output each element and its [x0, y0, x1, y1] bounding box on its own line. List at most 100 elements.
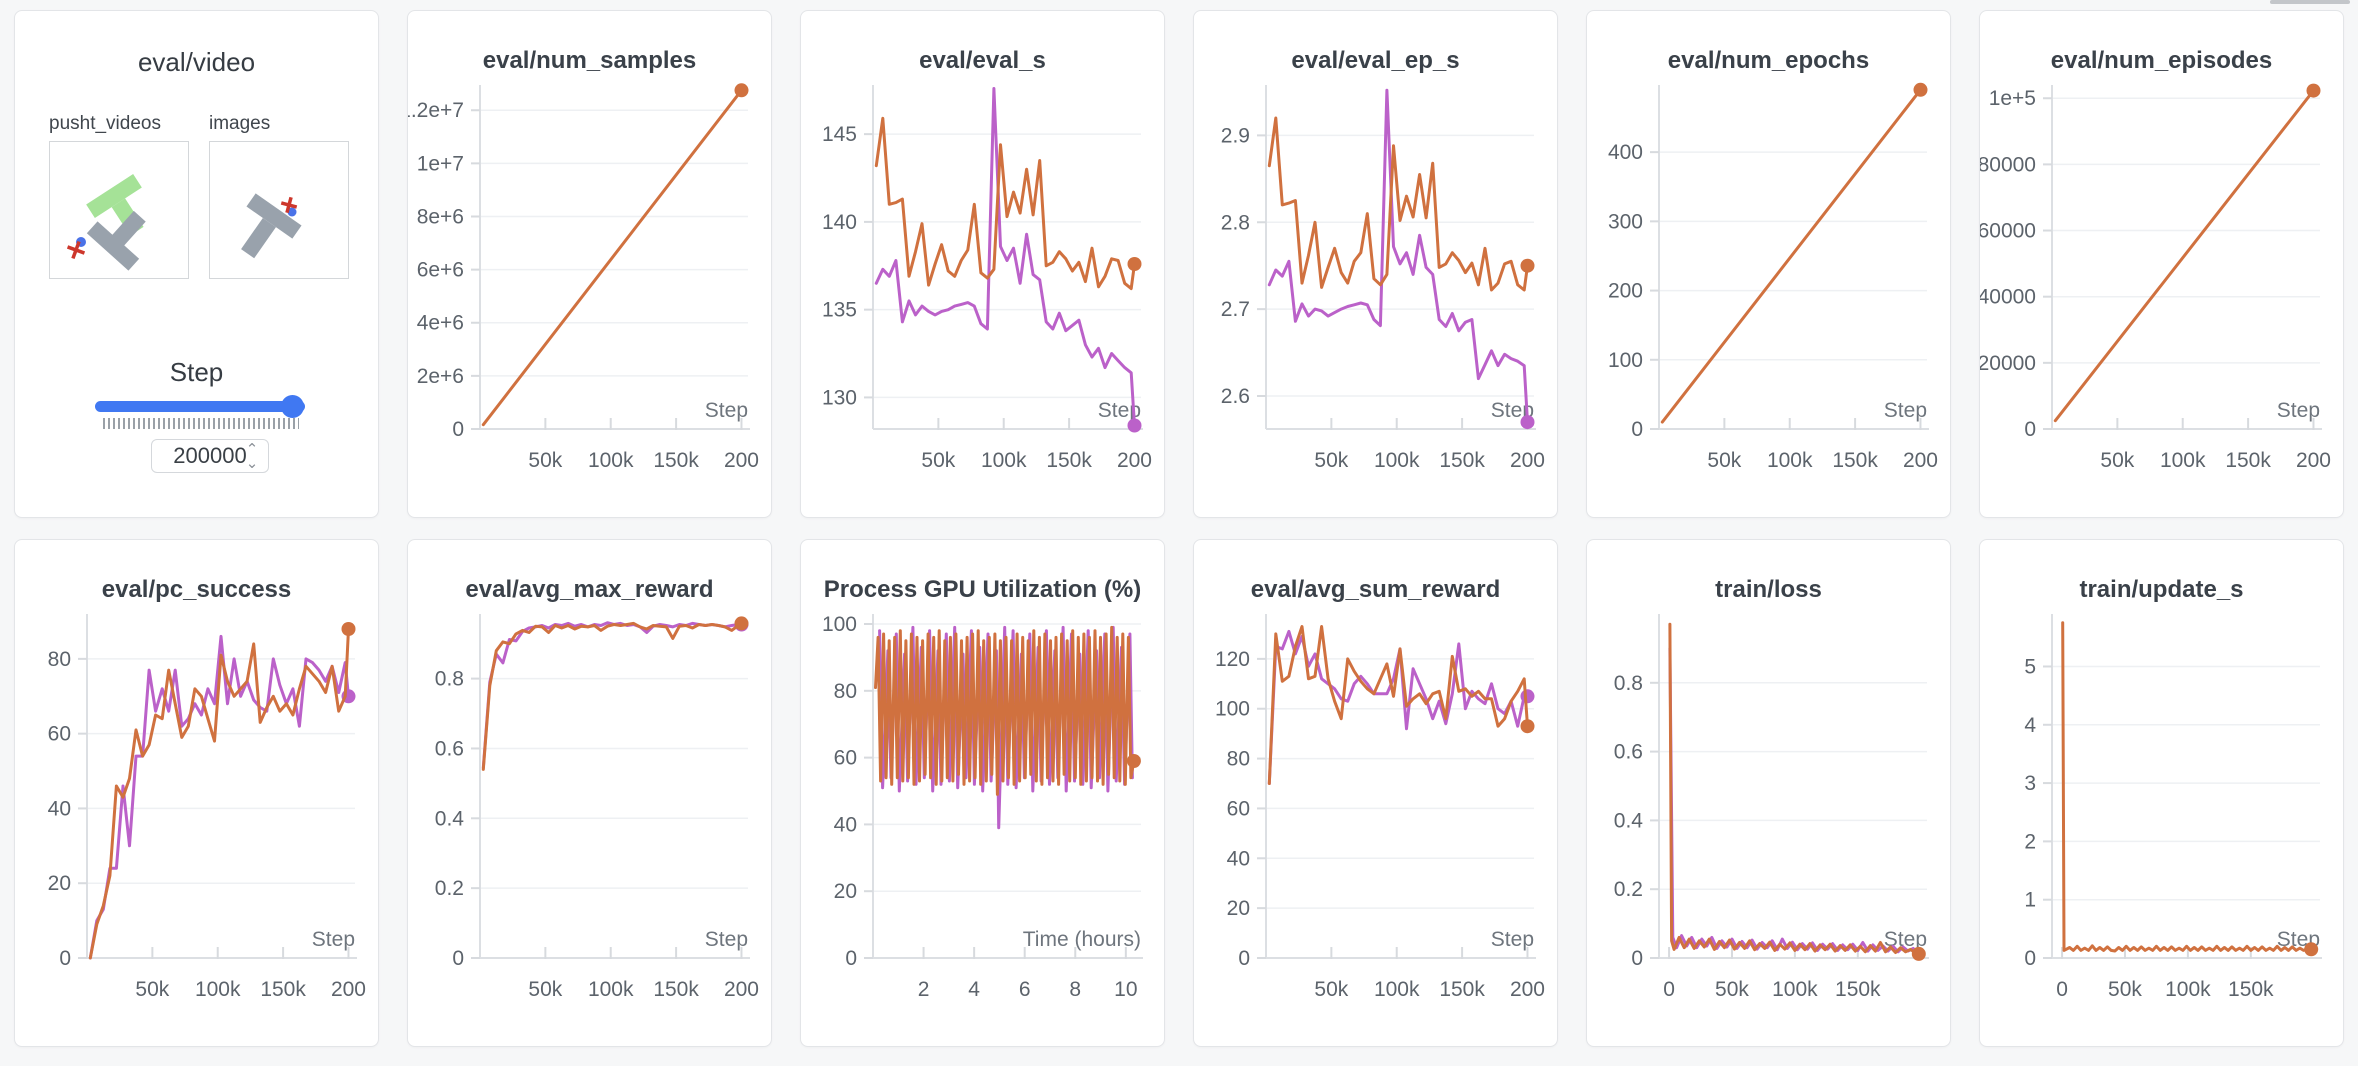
x-tick-label: 200	[1903, 449, 1938, 472]
y-tick-label: 80000	[1980, 153, 2036, 176]
stepper-up-icon[interactable]: ⌃	[245, 441, 259, 458]
x-tick-label: 200	[331, 978, 366, 1001]
x-tick-label: 150k	[1832, 449, 1878, 472]
y-tick-label: 80	[1227, 748, 1250, 771]
y-tick-label: 6e+6	[417, 259, 464, 282]
x-axis-name: Step	[312, 928, 355, 951]
series-line-orange	[481, 621, 743, 771]
series-end-dot-orange	[1911, 946, 1926, 961]
x-axis-name: Step	[1098, 399, 1141, 422]
y-tick-label: 100	[1608, 349, 1643, 372]
x-tick-label: 200	[724, 449, 759, 472]
series-end-dot-purple	[1127, 418, 1142, 433]
y-tick-label: 130	[822, 386, 857, 409]
y-tick-label: 0	[2024, 947, 2036, 970]
pusht-image-icon	[241, 193, 302, 259]
y-tick-label: 40000	[1980, 286, 2036, 309]
video-thumbnail-images[interactable]	[209, 141, 349, 279]
series-line-purple	[874, 87, 1136, 427]
x-axis-name: Step	[1491, 928, 1534, 951]
x-axis-name: Step	[705, 928, 748, 951]
x-tick-label: 8	[1069, 978, 1081, 1001]
chart-plot-area[interactable]: 0 20000 40000 60000 80000 1e+5 50k 100k 150k 200 S…	[1980, 77, 2344, 507]
x-tick-label: 150k	[2225, 449, 2271, 472]
y-tick-label: 40	[834, 813, 857, 836]
series-line-orange	[1267, 116, 1529, 292]
x-axis-name: Step	[1884, 928, 1927, 951]
series-line-purple	[481, 621, 743, 770]
y-tick-label: 40	[48, 797, 71, 820]
y-tick-label: 0.2	[435, 877, 464, 900]
x-tick-label: 100k	[588, 978, 634, 1001]
x-tick-label: 100k	[981, 449, 1027, 472]
chart-plot-area[interactable]: 0 20 40 60 80 100 2 4 6 8 10 Time (hours)	[801, 606, 1165, 1036]
y-tick-label: 0.4	[435, 807, 465, 830]
x-tick-label: 100k	[1767, 449, 1813, 472]
x-tick-label: 100k	[1374, 449, 1420, 472]
x-tick-label: 100k	[2165, 978, 2211, 1001]
x-tick-label: 50k	[1707, 449, 1741, 472]
chart-plot-area[interactable]: 0 100 200 300 400 50k 100k 150k 200 Step	[1587, 77, 1951, 507]
media-panel-eval-video: eval/video pusht_videos images	[14, 10, 379, 518]
video-thumbnail-pusht[interactable]	[49, 141, 189, 279]
y-tick-label: 0.2	[1614, 878, 1643, 901]
x-axis-name: Step	[1491, 399, 1534, 422]
chart-plot-area[interactable]: 0 2e+6 4e+6 6e+6 8e+6 1e+7 1.2e+7 50k 100k 150k 20…	[408, 77, 772, 507]
horizontal-scrollbar-thumb[interactable]	[2270, 0, 2350, 4]
x-tick-label: 10	[1114, 978, 1137, 1001]
chart-title: eval/num_episodes	[2050, 47, 2273, 74]
x-tick-label: 0	[1663, 978, 1675, 1001]
y-tick-label: 0.8	[1614, 672, 1643, 695]
y-tick-label: 0	[2024, 418, 2036, 441]
y-tick-label: 5	[2024, 655, 2036, 678]
x-tick-label: 6	[1019, 978, 1031, 1001]
chart-title: eval/avg_max_reward	[465, 576, 714, 603]
y-tick-label: 140	[822, 211, 857, 234]
series-end-dot-orange	[341, 622, 356, 636]
y-tick-label: 20	[1227, 897, 1250, 920]
x-tick-label: 200	[724, 978, 759, 1001]
y-tick-label: 1e+7	[417, 152, 464, 175]
chart-title: eval/num_epochs	[1667, 47, 1870, 74]
chart-title: train/update_s	[2079, 576, 2244, 603]
series-end-dot-orange	[1520, 719, 1535, 734]
series-line-orange	[874, 116, 1136, 291]
chart-plot-area[interactable]: 2.6 2.7 2.8 2.9 50k 100k 150k 200 Step	[1194, 77, 1558, 507]
y-tick-label: 400	[1608, 141, 1643, 164]
chart-plot-area[interactable]: 0 20 40 60 80 100 120 50k 100k 150k 200 Step	[1194, 606, 1558, 1036]
series-line-purple	[1267, 88, 1529, 424]
media-panel-title: eval/video	[137, 47, 256, 77]
y-tick-label: 2.6	[1221, 385, 1250, 408]
y-tick-label: 2.7	[1221, 298, 1250, 321]
step-stepper[interactable]: ⌃ ⌄	[245, 441, 259, 472]
chart-panel-eval-eval-s: eval/eval_s 130 135 140 145 50k 100k 150k 200 Ste…	[800, 10, 1165, 518]
chart-plot-area[interactable]: 130 135 140 145 50k 100k 150k 200 Step	[801, 77, 1165, 507]
y-tick-label: 0.8	[435, 668, 464, 691]
y-tick-label: 1.2e+7	[408, 99, 464, 122]
x-tick-label: 100k	[1772, 978, 1818, 1001]
x-tick-label: 100k	[2160, 449, 2206, 472]
media-label-images: images	[209, 113, 271, 134]
stepper-down-icon[interactable]: ⌄	[245, 455, 259, 472]
x-tick-label: 150k	[2228, 978, 2274, 1001]
chart-plot-area[interactable]: 0 0.2 0.4 0.6 0.8 0 50k 100k 150k Step	[1587, 606, 1951, 1036]
chart-plot-area[interactable]: 0 20 40 60 80 50k 100k 150k 200 Step	[15, 606, 379, 1036]
y-tick-label: 0	[452, 947, 464, 970]
chart-title: train/loss	[1715, 576, 1822, 603]
chart-title: Process GPU Utilization (%)	[823, 576, 1142, 603]
chart-plot-area[interactable]: 0 0.2 0.4 0.6 0.8 50k 100k 150k 200 Step	[408, 606, 772, 1036]
y-tick-label: 300	[1608, 210, 1643, 233]
y-tick-label: 20	[48, 872, 71, 895]
step-number-input[interactable]: 200000 ⌃ ⌄	[151, 439, 269, 473]
series-end-dot-purple	[1520, 689, 1535, 704]
series-line-orange	[1267, 625, 1529, 785]
y-tick-label: 40	[1227, 847, 1250, 870]
step-slider-track[interactable]	[95, 401, 305, 412]
y-tick-label: 2e+6	[417, 365, 464, 388]
x-tick-label: 150k	[260, 978, 306, 1001]
step-slider-handle[interactable]	[281, 395, 304, 418]
series-line-purple	[88, 634, 350, 960]
y-tick-label: 20000	[1980, 352, 2036, 375]
series-end-dot-purple	[1520, 415, 1535, 430]
